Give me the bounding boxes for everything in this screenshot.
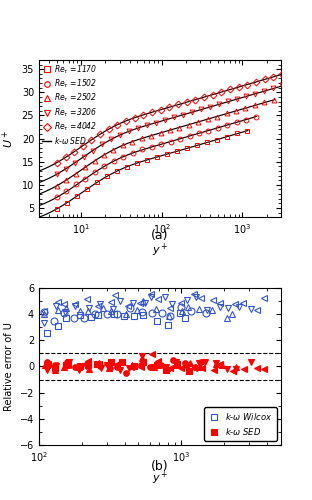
Text: (a): (a) — [151, 229, 169, 242]
X-axis label: $y^+$: $y^+$ — [152, 242, 168, 258]
Legend: $Re_\tau$ =1170, $Re_\tau$ =1502, $Re_\tau$ =2502, $Re_\tau$ =3206, $Re_\tau$ =4: $Re_\tau$ =1170, $Re_\tau$ =1502, $Re_\t… — [41, 62, 98, 147]
X-axis label: $y^+$: $y^+$ — [152, 469, 168, 486]
Legend: $k$-$\omega$ Wilcox, $k$-$\omega$ SED: $k$-$\omega$ Wilcox, $k$-$\omega$ SED — [204, 407, 277, 441]
Y-axis label: Relative error of U: Relative error of U — [4, 322, 14, 411]
Y-axis label: $U^+$: $U^+$ — [1, 130, 16, 148]
Text: (b): (b) — [151, 460, 169, 473]
